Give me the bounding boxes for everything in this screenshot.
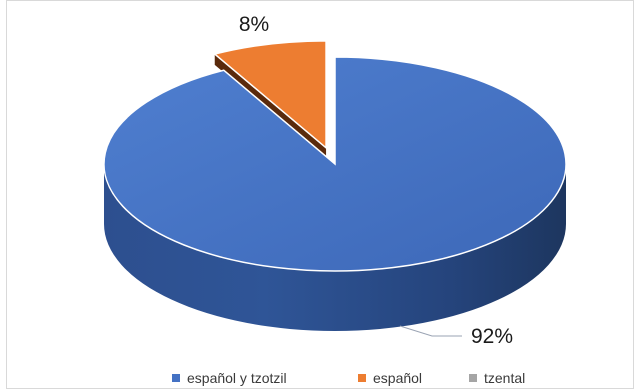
legend-label: tzental — [484, 370, 526, 386]
legend-swatch — [358, 374, 366, 382]
legend-swatch — [469, 374, 477, 382]
legend-item-espanol-y-tzotzil: español y tzotzil — [172, 368, 287, 388]
data-label-0: 92% — [471, 325, 513, 348]
legend-item-espanol: español — [358, 368, 422, 388]
legend-label: español — [373, 370, 423, 386]
slice-1 — [213, 40, 327, 150]
leader-line — [399, 325, 462, 337]
legend-label: español y tzotzil — [187, 370, 287, 386]
slice-side-0-wall — [104, 164, 566, 331]
data-labels: 92% 8% — [239, 13, 513, 348]
legend: español y tzotzil español tzental — [0, 368, 641, 388]
slice-0 — [103, 56, 567, 272]
legend-swatch — [172, 374, 180, 382]
data-label-1: 8% — [239, 13, 269, 36]
legend-item-tzental: tzental — [469, 368, 525, 388]
slices-top — [103, 40, 567, 272]
